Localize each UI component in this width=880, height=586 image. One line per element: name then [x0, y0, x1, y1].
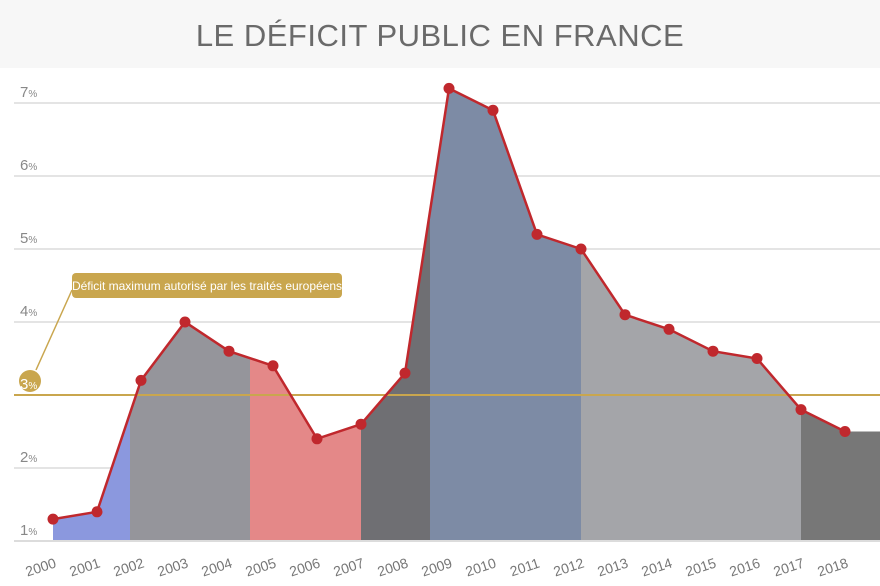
y-tick-label: 6%: [20, 157, 37, 174]
x-tick-label: 2008: [375, 555, 410, 580]
x-tick-label: 2013: [595, 555, 630, 580]
x-tick-label: 2007: [331, 555, 366, 580]
data-point: [267, 360, 279, 372]
data-point: [91, 506, 103, 518]
chart-title: LE DÉFICIT PUBLIC EN FRANCE: [0, 0, 880, 68]
x-tick-label: 2006: [287, 555, 322, 580]
data-point: [223, 345, 235, 357]
y-tick-label: 1%: [20, 522, 37, 539]
data-point: [487, 104, 499, 116]
data-point: [575, 243, 587, 255]
y-tick-label: 7%: [20, 84, 37, 101]
x-tick-label: 2018: [815, 555, 850, 580]
x-tick-label: 2004: [199, 555, 234, 580]
data-point: [355, 418, 367, 430]
x-tick-label: 2016: [727, 555, 762, 580]
x-tick-label: 2014: [639, 555, 674, 580]
photo-area: [53, 88, 880, 542]
reference-badge: [19, 370, 41, 392]
x-tick-label: 2010: [463, 555, 498, 580]
data-point: [399, 367, 411, 379]
data-point: [663, 323, 675, 335]
x-tick-label: 2002: [111, 555, 146, 580]
data-point: [795, 404, 807, 416]
data-point: [531, 228, 543, 240]
data-point: [47, 513, 59, 525]
y-tick-label: 4%: [20, 303, 37, 320]
x-tick-label: 2003: [155, 555, 190, 580]
x-tick-label: 2001: [67, 555, 102, 580]
callout-label: Déficit maximum autorisé par les traités…: [72, 279, 342, 293]
photo-fade: [53, 88, 880, 542]
x-tick-label: 2009: [419, 555, 454, 580]
x-tick-label: 2012: [551, 555, 586, 580]
x-tick-label: 2000: [23, 555, 58, 580]
data-point: [179, 316, 191, 328]
x-tick-label: 2011: [508, 555, 542, 580]
data-point: [443, 82, 455, 94]
y-tick-label: 5%: [20, 230, 37, 247]
data-point: [751, 353, 763, 364]
data-point: [135, 374, 147, 386]
y-tick-label: 3%: [20, 376, 37, 393]
data-point: [707, 345, 719, 357]
x-tick-label: 2005: [243, 555, 278, 580]
callout-leader: [35, 289, 73, 371]
x-tick-label: 2015: [683, 555, 718, 580]
callout-box: [72, 273, 342, 298]
data-point: [619, 309, 631, 321]
y-tick-label: 2%: [20, 449, 37, 466]
data-point: [311, 433, 323, 445]
data-point: [839, 426, 851, 437]
x-tick-label: 2017: [771, 555, 806, 580]
